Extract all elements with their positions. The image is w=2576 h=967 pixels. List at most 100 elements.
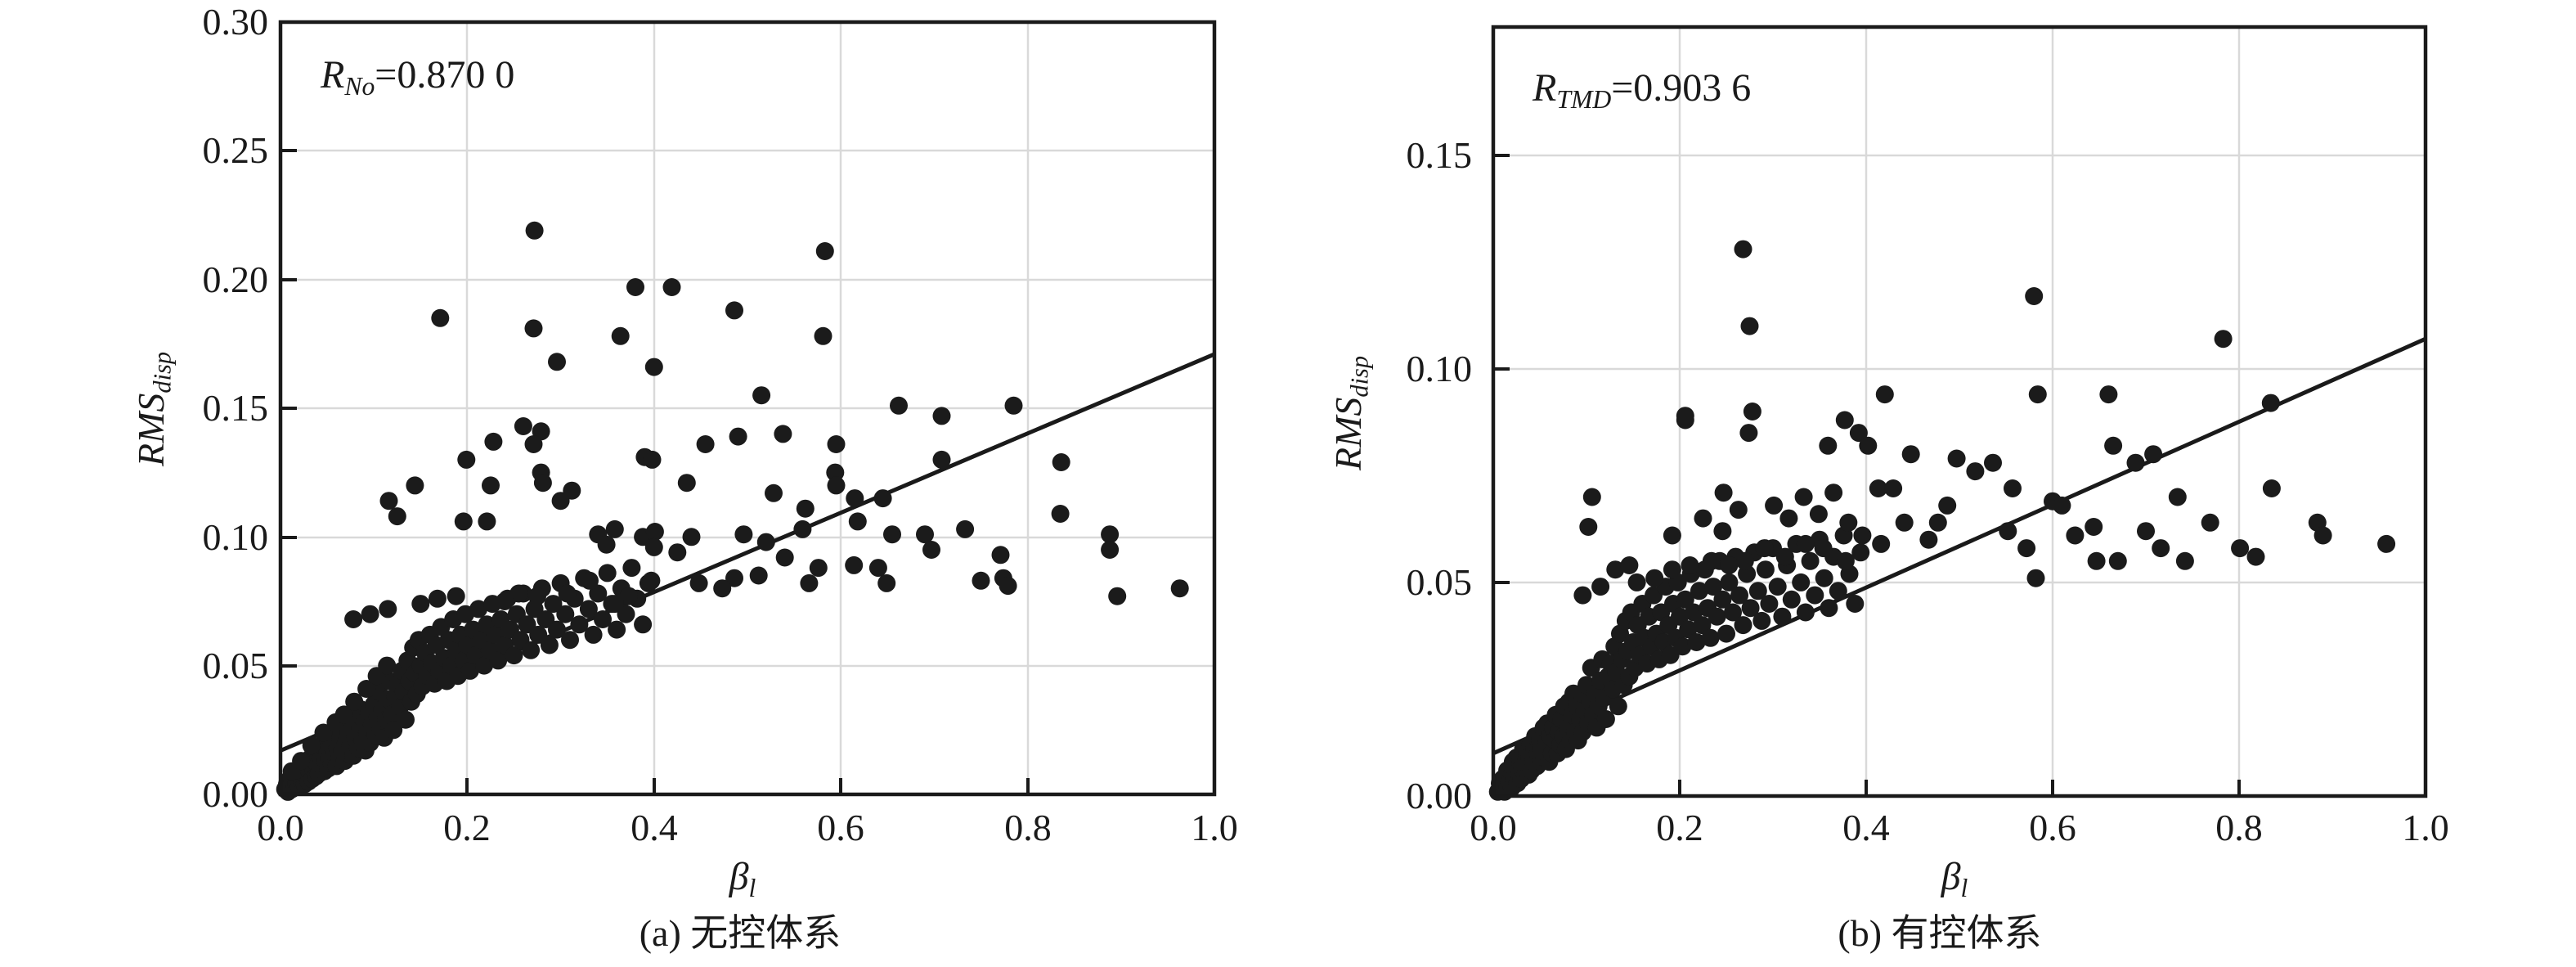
y-tick-label: 0.10	[202, 516, 269, 558]
x-axis-label-main: β	[729, 855, 749, 898]
data-point	[533, 474, 552, 492]
data-point	[809, 559, 828, 578]
data-point	[793, 519, 812, 538]
data-point	[2201, 513, 2219, 532]
data-point	[431, 308, 450, 327]
y-tick-label: 0.10	[1406, 348, 1473, 389]
data-point	[1846, 595, 1865, 613]
data-point	[1752, 611, 1771, 630]
data-point	[1748, 582, 1767, 600]
data-point	[379, 492, 398, 510]
data-point	[827, 476, 846, 495]
y-tick-label: 0.25	[202, 129, 269, 171]
data-point	[292, 752, 311, 771]
data-point	[558, 584, 577, 603]
y-tick-label: 0.15	[202, 387, 269, 429]
data-point	[642, 571, 661, 590]
data-point	[1579, 518, 1598, 536]
x-axis-label-sub: l	[1960, 873, 1968, 902]
fit-line	[1492, 336, 2427, 756]
data-point	[883, 525, 901, 544]
data-point	[1829, 582, 1847, 600]
data-point	[991, 546, 1010, 564]
data-point	[611, 326, 630, 345]
data-point	[1839, 513, 1858, 532]
data-point	[972, 571, 990, 590]
data-point	[1768, 578, 1787, 596]
data-point	[800, 573, 819, 592]
data-point	[1765, 496, 1784, 515]
data-point	[846, 489, 864, 508]
data-point	[397, 710, 415, 729]
x-tick-label: 0.8	[2215, 807, 2263, 848]
data-point	[1836, 551, 1855, 570]
data-point	[1779, 509, 1798, 528]
data-point	[1760, 595, 1779, 613]
data-point	[2231, 539, 2250, 558]
x-tick-label: 0.4	[631, 807, 678, 848]
data-point	[2087, 551, 2106, 570]
data-point	[1108, 587, 1127, 605]
data-point	[605, 519, 624, 538]
data-point	[1730, 586, 1748, 605]
data-point	[1796, 534, 1815, 553]
data-point	[1170, 579, 1189, 598]
data-point	[447, 587, 465, 605]
data-point	[428, 589, 447, 608]
data-point	[1713, 590, 1732, 609]
data-point	[1681, 556, 1699, 574]
data-point	[1714, 484, 1733, 502]
data-point	[2028, 385, 2047, 404]
data-point	[644, 537, 663, 556]
data-point	[1773, 607, 1792, 626]
data-point	[1671, 607, 1689, 626]
data-point	[598, 564, 617, 582]
data-point	[548, 620, 566, 639]
data-point	[620, 587, 638, 605]
data-point	[411, 595, 430, 614]
x-tick-label: 0.8	[1004, 807, 1052, 848]
data-point	[1875, 385, 1894, 404]
data-point	[551, 492, 570, 510]
panel-a-points	[276, 221, 1215, 801]
data-point	[725, 301, 743, 320]
data-point	[668, 543, 687, 562]
data-point	[1734, 240, 1752, 259]
data-point	[597, 535, 616, 554]
y-axis-label-sub: disp	[1345, 355, 1374, 398]
data-point	[361, 605, 379, 623]
data-point	[1869, 479, 1887, 497]
data-point	[384, 721, 403, 740]
data-point	[644, 358, 663, 376]
data-point	[589, 584, 608, 603]
data-point	[1685, 603, 1703, 622]
x-tick-label: 0.6	[817, 807, 864, 848]
data-point	[752, 386, 771, 405]
data-point	[1609, 697, 1627, 716]
data-point	[877, 573, 896, 592]
data-point	[1713, 522, 1732, 541]
data-point	[1734, 616, 1752, 635]
data-point	[622, 559, 641, 578]
data-point	[388, 507, 406, 526]
data-point	[634, 615, 653, 634]
data-point	[314, 723, 333, 742]
y-axis-label-main: RMS	[1327, 397, 1369, 471]
data-point	[756, 533, 775, 551]
panel-b-annotation: RTMD=0.903 6	[1533, 64, 1751, 124]
data-point	[457, 450, 476, 469]
data-point	[775, 548, 794, 567]
data-point	[765, 484, 783, 502]
data-point	[475, 656, 493, 675]
data-point	[2026, 569, 2045, 587]
data-point	[1851, 543, 1870, 562]
data-point	[2108, 551, 2127, 570]
data-point	[2377, 534, 2396, 553]
data-point	[1729, 501, 1748, 519]
data-point	[1741, 599, 1760, 618]
x-tick-label: 1.0	[2402, 807, 2449, 848]
data-point	[1853, 526, 1872, 545]
panel-b-frame	[1491, 25, 2428, 798]
y-axis-label-main: RMS	[130, 393, 172, 467]
